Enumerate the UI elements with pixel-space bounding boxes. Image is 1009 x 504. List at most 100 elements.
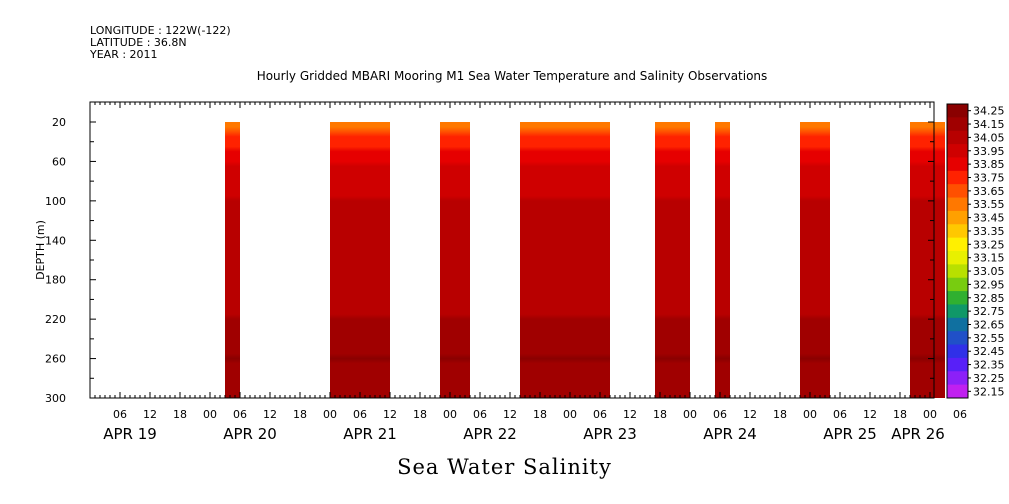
colorbar-label: 33.45: [973, 212, 1005, 225]
x-hour-label: 06: [713, 408, 727, 421]
colorbar-label: 32.55: [973, 332, 1005, 345]
x-hour-label: 06: [113, 408, 127, 421]
colorbar-label: 34.15: [973, 118, 1005, 131]
colorbar-label: 32.95: [973, 278, 1005, 291]
colorbar-swatch: [947, 264, 968, 279]
colorbar-swatch: [947, 357, 968, 372]
colorbar-label: 34.25: [973, 105, 1005, 118]
colorbar-label: 34.05: [973, 131, 1005, 144]
year-label: YEAR : 2011: [90, 48, 158, 61]
x-day-label: APR 20: [223, 425, 277, 443]
y-tick-label: 100: [45, 195, 66, 208]
x-hour-label: 00: [803, 408, 817, 421]
data-segment-2: [440, 122, 470, 398]
longitude-label: LONGITUDE : 122W(-122): [90, 24, 231, 37]
colorbar-swatch: [947, 157, 968, 172]
colorbar-label: 33.75: [973, 172, 1005, 185]
y-tick-label: 20: [52, 116, 66, 129]
x-hour-label: 18: [293, 408, 307, 421]
x-hour-label: 18: [533, 408, 547, 421]
data-segment-7: [910, 122, 945, 398]
x-hour-label: 06: [473, 408, 487, 421]
x-day-label: APR 22: [463, 425, 517, 443]
x-hour-label: 18: [773, 408, 787, 421]
data-segment-3: [520, 122, 610, 398]
colorbar-swatch: [947, 371, 968, 386]
colorbar: 34.2534.1534.0533.9533.8533.7533.6533.55…: [946, 103, 1005, 399]
x-hour-label: 18: [893, 408, 907, 421]
x-hour-label: 00: [203, 408, 217, 421]
colorbar-label: 32.65: [973, 319, 1005, 332]
colorbar-swatch: [947, 277, 968, 292]
colorbar-label: 33.15: [973, 252, 1005, 265]
x-hour-label: 12: [143, 408, 157, 421]
axis-ticks: 06 12 18 00 06 12 18 00 06 12 18 00 06 12 18 00 06 12 18 00…: [45, 102, 967, 443]
colorbar-swatch: [947, 384, 968, 399]
x-hour-label: 12: [863, 408, 877, 421]
colorbar-label: 32.25: [973, 372, 1005, 385]
x-day-label: APR 19: [103, 425, 157, 443]
x-hour-label: 18: [173, 408, 187, 421]
colorbar-swatch: [947, 117, 968, 132]
y-axis-label: DEPTH (m): [34, 220, 47, 280]
x-hour-label: 06: [353, 408, 367, 421]
colorbar-label: 32.45: [973, 345, 1005, 358]
colorbar-swatch: [947, 130, 968, 145]
colorbar-label: 33.55: [973, 198, 1005, 211]
latitude-label: LATITUDE : 36.8N: [90, 36, 187, 49]
colorbar-swatch: [947, 304, 968, 319]
y-tick-label: 60: [52, 155, 66, 168]
colorbar-label: 32.35: [973, 359, 1005, 372]
colorbar-label: 32.75: [973, 305, 1005, 318]
x-hour-label: 06: [233, 408, 247, 421]
y-tick-label: 180: [45, 274, 66, 287]
x-hour-label: 00: [923, 408, 937, 421]
x-axis-title: Sea Water Salinity: [397, 455, 612, 479]
colorbar-label: 33.85: [973, 158, 1005, 171]
colorbar-swatch: [947, 104, 968, 118]
x-hour-label: 12: [743, 408, 757, 421]
x-hour-label: 06: [833, 408, 847, 421]
colorbar-swatch: [947, 331, 968, 346]
x-hour-label: 00: [563, 408, 577, 421]
colorbar-swatch: [947, 144, 968, 158]
colorbar-label: 33.05: [973, 265, 1005, 278]
x-hour-label: 00: [323, 408, 337, 421]
data-segment-5: [715, 122, 730, 398]
colorbar-swatch: [947, 344, 968, 359]
data-segment-1: [330, 122, 390, 398]
colorbar-label: 32.15: [973, 385, 1005, 398]
colorbar-label: 33.35: [973, 225, 1005, 238]
data-segment-4: [655, 122, 690, 398]
x-hour-label: 12: [503, 408, 517, 421]
x-day-label: APR 25: [823, 425, 877, 443]
y-tick-label: 140: [45, 234, 66, 247]
colorbar-swatch: [947, 210, 968, 225]
colorbar-label: 33.95: [973, 145, 1005, 158]
data-segment-6: [800, 122, 830, 398]
x-hour-label: 12: [623, 408, 637, 421]
x-day-label: APR 21: [343, 425, 397, 443]
x-hour-label: 18: [653, 408, 667, 421]
colorbar-swatch: [947, 224, 968, 239]
data-segments: [225, 122, 945, 398]
data-segment-0: [225, 122, 240, 398]
x-hour-label: 00: [683, 408, 697, 421]
x-day-label: APR 23: [583, 425, 637, 443]
plot-frame: [89, 101, 935, 399]
colorbar-swatch: [947, 170, 968, 185]
y-tick-label: 220: [45, 313, 66, 326]
colorbar-swatch: [947, 291, 968, 305]
x-hour-label: 18: [413, 408, 427, 421]
x-day-label: APR 26: [891, 425, 945, 443]
chart-title: Hourly Gridded MBARI Mooring M1 Sea Wate…: [257, 69, 768, 83]
y-tick-label: 260: [45, 353, 66, 366]
x-hour-label: 06: [953, 408, 967, 421]
colorbar-swatch: [947, 237, 968, 252]
colorbar-swatch: [947, 317, 968, 332]
colorbar-swatch: [947, 197, 968, 212]
colorbar-label: 33.65: [973, 185, 1005, 198]
x-day-label: APR 24: [703, 425, 757, 443]
colorbar-swatch: [947, 184, 968, 199]
